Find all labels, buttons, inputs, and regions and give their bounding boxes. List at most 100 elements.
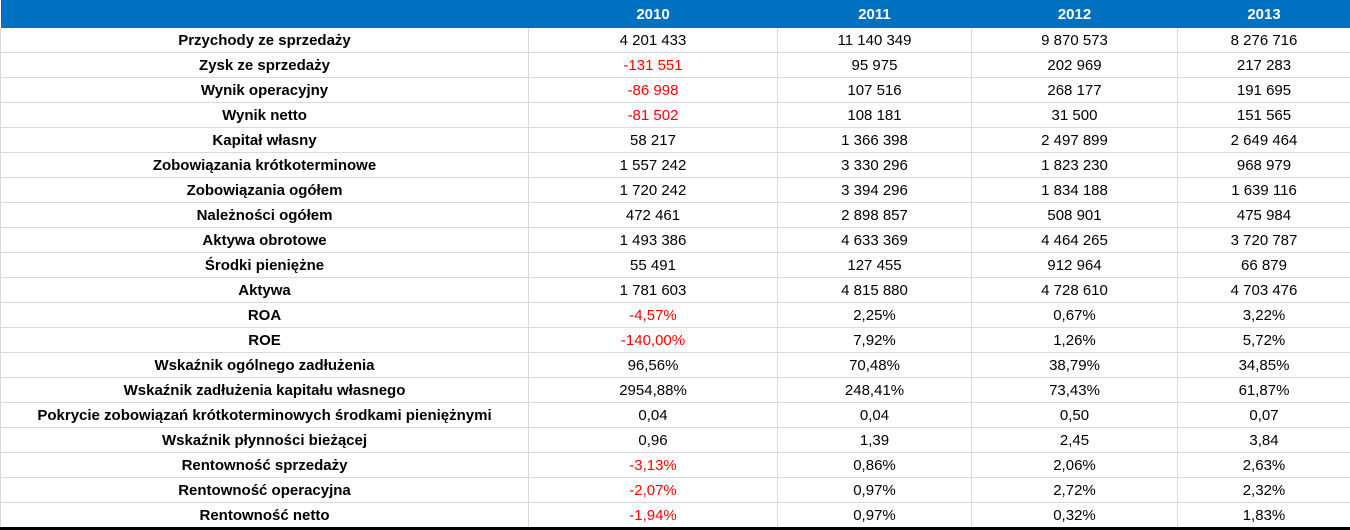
- cell-value: 217 283: [1178, 53, 1350, 78]
- table-row: Rentowność netto -1,94% 0,97% 0,32% 1,83…: [1, 503, 1350, 529]
- cell-value: 0,04: [778, 403, 972, 428]
- cell-value: 1 493 386: [529, 228, 778, 253]
- cell-value: 55 491: [529, 253, 778, 278]
- row-label: Wynik netto: [1, 103, 529, 128]
- cell-value: 1 781 603: [529, 278, 778, 303]
- row-label: Rentowność operacyjna: [1, 478, 529, 503]
- column-header-2010: 2010: [529, 0, 778, 28]
- cell-value: 3 394 296: [778, 178, 972, 203]
- table-row: Rentowność operacyjna -2,07% 0,97% 2,72%…: [1, 478, 1350, 503]
- cell-value: 2,25%: [778, 303, 972, 328]
- row-label: Należności ogółem: [1, 203, 529, 228]
- cell-value: 2,06%: [972, 453, 1178, 478]
- cell-value: 508 901: [972, 203, 1178, 228]
- cell-value: 2 649 464: [1178, 128, 1350, 153]
- cell-value: 0,67%: [972, 303, 1178, 328]
- table-row: Należności ogółem 472 461 2 898 857 508 …: [1, 203, 1350, 228]
- row-label: Zysk ze sprzedaży: [1, 53, 529, 78]
- cell-value: 2,32%: [1178, 478, 1350, 503]
- cell-value: 912 964: [972, 253, 1178, 278]
- cell-value: 202 969: [972, 53, 1178, 78]
- row-label: ROE: [1, 328, 529, 353]
- row-label: Przychody ze sprzedaży: [1, 28, 529, 53]
- row-label: Aktywa obrotowe: [1, 228, 529, 253]
- cell-value: 7,92%: [778, 328, 972, 353]
- table-row: Kapitał własny 58 217 1 366 398 2 497 89…: [1, 128, 1350, 153]
- cell-value: 2 497 899: [972, 128, 1178, 153]
- table-row: Przychody ze sprzedaży 4 201 433 11 140 …: [1, 28, 1350, 53]
- cell-value: -3,13%: [529, 453, 778, 478]
- cell-value: 0,04: [529, 403, 778, 428]
- table-row: Zobowiązania ogółem 1 720 242 3 394 296 …: [1, 178, 1350, 203]
- cell-value: 70,48%: [778, 353, 972, 378]
- cell-value: 0,50: [972, 403, 1178, 428]
- cell-value: 268 177: [972, 78, 1178, 103]
- table-row: ROE -140,00% 7,92% 1,26% 5,72%: [1, 328, 1350, 353]
- cell-value: 4 815 880: [778, 278, 972, 303]
- cell-value: 108 181: [778, 103, 972, 128]
- row-label: Zobowiązania ogółem: [1, 178, 529, 203]
- cell-value: 1 366 398: [778, 128, 972, 153]
- cell-value: 191 695: [1178, 78, 1350, 103]
- header-row: 2010 2011 2012 2013: [1, 0, 1350, 28]
- table-row: Rentowność sprzedaży -3,13% 0,86% 2,06% …: [1, 453, 1350, 478]
- cell-value: 1 557 242: [529, 153, 778, 178]
- cell-value: 95 975: [778, 53, 972, 78]
- cell-value: 5,72%: [1178, 328, 1350, 353]
- cell-value: 11 140 349: [778, 28, 972, 53]
- table-row: Aktywa obrotowe 1 493 386 4 633 369 4 46…: [1, 228, 1350, 253]
- cell-value: 96,56%: [529, 353, 778, 378]
- cell-value: -131 551: [529, 53, 778, 78]
- row-label: Zobowiązania krótkoterminowe: [1, 153, 529, 178]
- cell-value: 66 879: [1178, 253, 1350, 278]
- cell-value: 0,32%: [972, 503, 1178, 529]
- column-header-2012: 2012: [972, 0, 1178, 28]
- row-label: Środki pieniężne: [1, 253, 529, 278]
- cell-value: 3 330 296: [778, 153, 972, 178]
- cell-value: -81 502: [529, 103, 778, 128]
- row-label: Wynik operacyjny: [1, 78, 529, 103]
- cell-value: 0,97%: [778, 503, 972, 529]
- cell-value: 2,63%: [1178, 453, 1350, 478]
- cell-value: 2 898 857: [778, 203, 972, 228]
- column-header-2011: 2011: [778, 0, 972, 28]
- row-label: Rentowność netto: [1, 503, 529, 529]
- cell-value: 61,87%: [1178, 378, 1350, 403]
- cell-value: 2,45: [972, 428, 1178, 453]
- cell-value: 4 728 610: [972, 278, 1178, 303]
- cell-value: -86 998: [529, 78, 778, 103]
- cell-value: 4 464 265: [972, 228, 1178, 253]
- table-row: Wskaźnik zadłużenia kapitału własnego 29…: [1, 378, 1350, 403]
- table-row: ROA -4,57% 2,25% 0,67% 3,22%: [1, 303, 1350, 328]
- cell-value: 1,83%: [1178, 503, 1350, 529]
- table-row: Aktywa 1 781 603 4 815 880 4 728 610 4 7…: [1, 278, 1350, 303]
- table-row: Pokrycie zobowiązań krótkoterminowych śr…: [1, 403, 1350, 428]
- cell-value: 38,79%: [972, 353, 1178, 378]
- cell-value: 107 516: [778, 78, 972, 103]
- column-header-empty: [1, 0, 529, 28]
- cell-value: 151 565: [1178, 103, 1350, 128]
- cell-value: 58 217: [529, 128, 778, 153]
- cell-value: 9 870 573: [972, 28, 1178, 53]
- cell-value: 4 703 476: [1178, 278, 1350, 303]
- row-label: Wskaźnik zadłużenia kapitału własnego: [1, 378, 529, 403]
- row-label: Kapitał własny: [1, 128, 529, 153]
- cell-value: 0,86%: [778, 453, 972, 478]
- cell-value: 127 455: [778, 253, 972, 278]
- cell-value: 248,41%: [778, 378, 972, 403]
- cell-value: -2,07%: [529, 478, 778, 503]
- cell-value: 475 984: [1178, 203, 1350, 228]
- cell-value: 31 500: [972, 103, 1178, 128]
- cell-value: 0,07: [1178, 403, 1350, 428]
- cell-value: 1 834 188: [972, 178, 1178, 203]
- cell-value: 4 633 369: [778, 228, 972, 253]
- table-row: Wskaźnik płynności bieżącej 0,96 1,39 2,…: [1, 428, 1350, 453]
- cell-value: -140,00%: [529, 328, 778, 353]
- table-row: Środki pieniężne 55 491 127 455 912 964 …: [1, 253, 1350, 278]
- cell-value: 34,85%: [1178, 353, 1350, 378]
- table-row: Wynik netto -81 502 108 181 31 500 151 5…: [1, 103, 1350, 128]
- cell-value: 3,22%: [1178, 303, 1350, 328]
- cell-value: 1,26%: [972, 328, 1178, 353]
- table-row: Zysk ze sprzedaży -131 551 95 975 202 96…: [1, 53, 1350, 78]
